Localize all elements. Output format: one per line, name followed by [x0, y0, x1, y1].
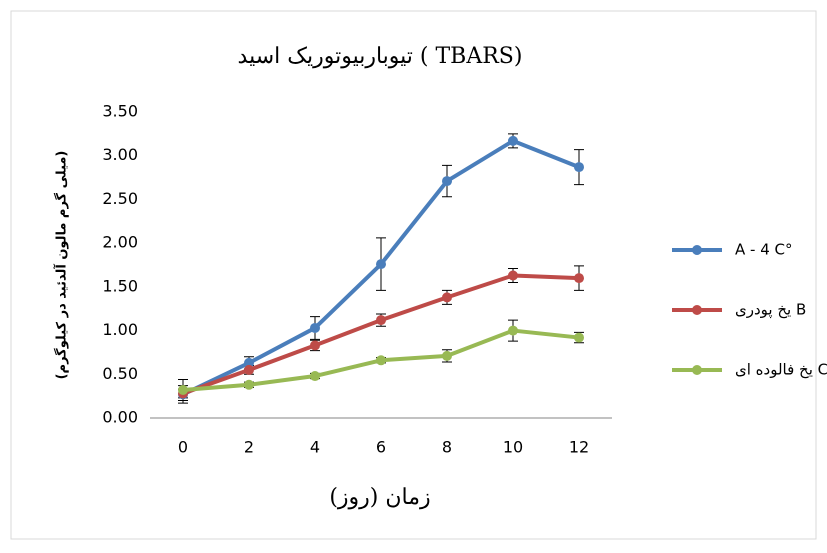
data-point	[310, 340, 320, 351]
data-point	[244, 357, 254, 368]
data-point	[376, 315, 386, 326]
data-point	[508, 270, 518, 281]
data-point	[574, 162, 584, 173]
y-tick-label: 1.00	[102, 320, 138, 339]
x-tick-label: 2	[244, 438, 254, 457]
data-point	[442, 176, 452, 187]
y-tick-label: 1.50	[102, 276, 138, 295]
data-point	[442, 292, 452, 303]
chart-frame	[10, 10, 817, 540]
x-tick-label: 12	[569, 438, 589, 457]
data-point	[244, 364, 254, 375]
y-tick-label: 3.00	[102, 145, 138, 164]
legend-marker	[692, 365, 702, 375]
y-tick-label: 2.00	[102, 233, 138, 252]
legend-label: یخ پودری B	[735, 301, 806, 320]
data-point	[508, 325, 518, 336]
y-tick-label: 0.50	[102, 364, 138, 383]
x-axis-label: زمان (روز)	[329, 485, 430, 510]
data-point	[574, 273, 584, 284]
data-point	[178, 385, 188, 396]
data-point	[442, 350, 452, 361]
x-tick-label: 10	[503, 438, 523, 457]
data-point	[508, 135, 518, 146]
y-axis-label: (میلی گرم مالون آلدئید در کیلوگرم)	[53, 151, 70, 380]
legend-label: یخ فالوده ای C	[735, 361, 827, 379]
legend-marker	[692, 245, 702, 255]
data-point	[376, 259, 386, 270]
data-point	[310, 371, 320, 382]
y-tick-label: 0.00	[102, 408, 138, 427]
data-point	[244, 379, 254, 390]
y-tick-label: 3.50	[102, 102, 138, 121]
legend-label: A - 4 C°	[735, 241, 793, 259]
data-point	[574, 332, 584, 343]
x-tick-label: 6	[376, 438, 386, 457]
y-tick-label: 2.50	[102, 189, 138, 208]
x-tick-label: 8	[442, 438, 452, 457]
x-tick-label: 4	[310, 438, 320, 457]
legend-marker	[692, 305, 702, 315]
data-point	[310, 322, 320, 333]
chart-title: تیوباربیوتوریک اسید ( TBARS)	[238, 44, 523, 69]
data-point	[376, 355, 386, 366]
x-tick-label: 0	[178, 438, 188, 457]
